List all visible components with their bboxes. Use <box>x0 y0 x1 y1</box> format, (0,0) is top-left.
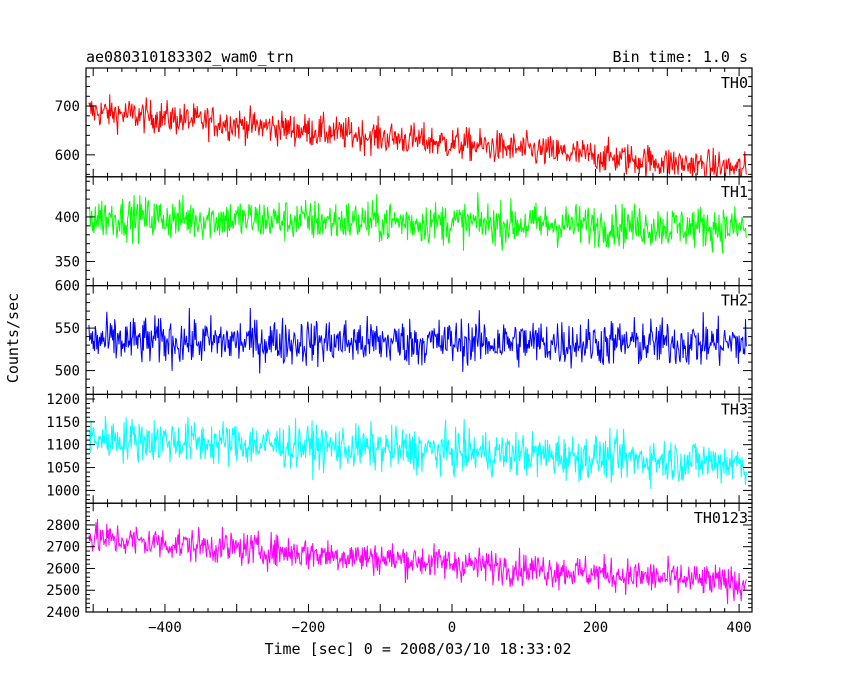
y-tick-label: 400 <box>55 210 80 226</box>
y-tick-label: 500 <box>55 364 80 380</box>
x-tick-label: 400 <box>726 620 751 636</box>
x-tick-label: 0 <box>448 620 456 636</box>
y-tick-label: 1150 <box>46 415 80 431</box>
y-tick-label: 1000 <box>46 483 80 499</box>
x-tick-label: −400 <box>148 620 182 636</box>
panel-label-th0123: TH0123 <box>694 509 748 527</box>
panel-frame <box>85 502 753 613</box>
y-tick-label: 1050 <box>46 461 80 477</box>
y-tick-label: 350 <box>55 255 80 271</box>
y-tick-label: 2700 <box>46 540 80 556</box>
panel-label-th0: TH0 <box>721 74 748 92</box>
series-th3-line <box>88 415 747 490</box>
panels-group: 600 700 TH0 350 400 TH1 500 550 600 TH2 1000 1050 11… <box>46 67 753 621</box>
panel-label-th3: TH3 <box>721 400 748 418</box>
bin-time-label: Bin time: 1.0 s <box>613 48 748 66</box>
y-axis-label: Counts/sec <box>4 293 22 383</box>
y-tick-label: 1200 <box>46 392 80 408</box>
panel-th0123: 2400 2500 2600 2700 2800 TH0123 <box>46 502 753 621</box>
y-tick-label: 2500 <box>46 583 80 599</box>
y-tick-label: 600 <box>55 148 80 164</box>
y-tick-label: 600 <box>55 279 80 295</box>
panel-th2: 500 550 600 TH2 <box>55 279 753 396</box>
x-axis: −400 −200 0 200 400 <box>148 620 752 636</box>
series-th0-line <box>88 94 747 177</box>
y-tick-label: 1100 <box>46 438 80 454</box>
panel-th3: 1000 1050 1100 1150 1200 TH3 <box>46 392 753 504</box>
series-th1-line <box>88 192 747 254</box>
series-th2-line <box>88 307 747 374</box>
panel-th0: 600 700 TH0 <box>55 67 753 178</box>
series-th0123-line <box>88 519 747 605</box>
y-tick-label: 550 <box>55 321 80 337</box>
panel-label-th1: TH1 <box>721 183 748 201</box>
y-tick-label: 2600 <box>46 561 80 577</box>
y-tick-label: 2800 <box>46 518 80 534</box>
x-tick-label: 200 <box>583 620 608 636</box>
panel-label-th2: TH2 <box>721 292 748 310</box>
x-tick-label: −200 <box>292 620 326 636</box>
y-tick-label: 2400 <box>46 605 80 621</box>
panel-th1: 350 400 TH1 <box>55 176 753 287</box>
y-tick-label: 700 <box>55 99 80 115</box>
plot-title: ae080310183302_wam0_trn <box>86 48 294 66</box>
x-axis-label: Time [sec] 0 = 2008/03/10 18:33:02 <box>264 640 571 658</box>
